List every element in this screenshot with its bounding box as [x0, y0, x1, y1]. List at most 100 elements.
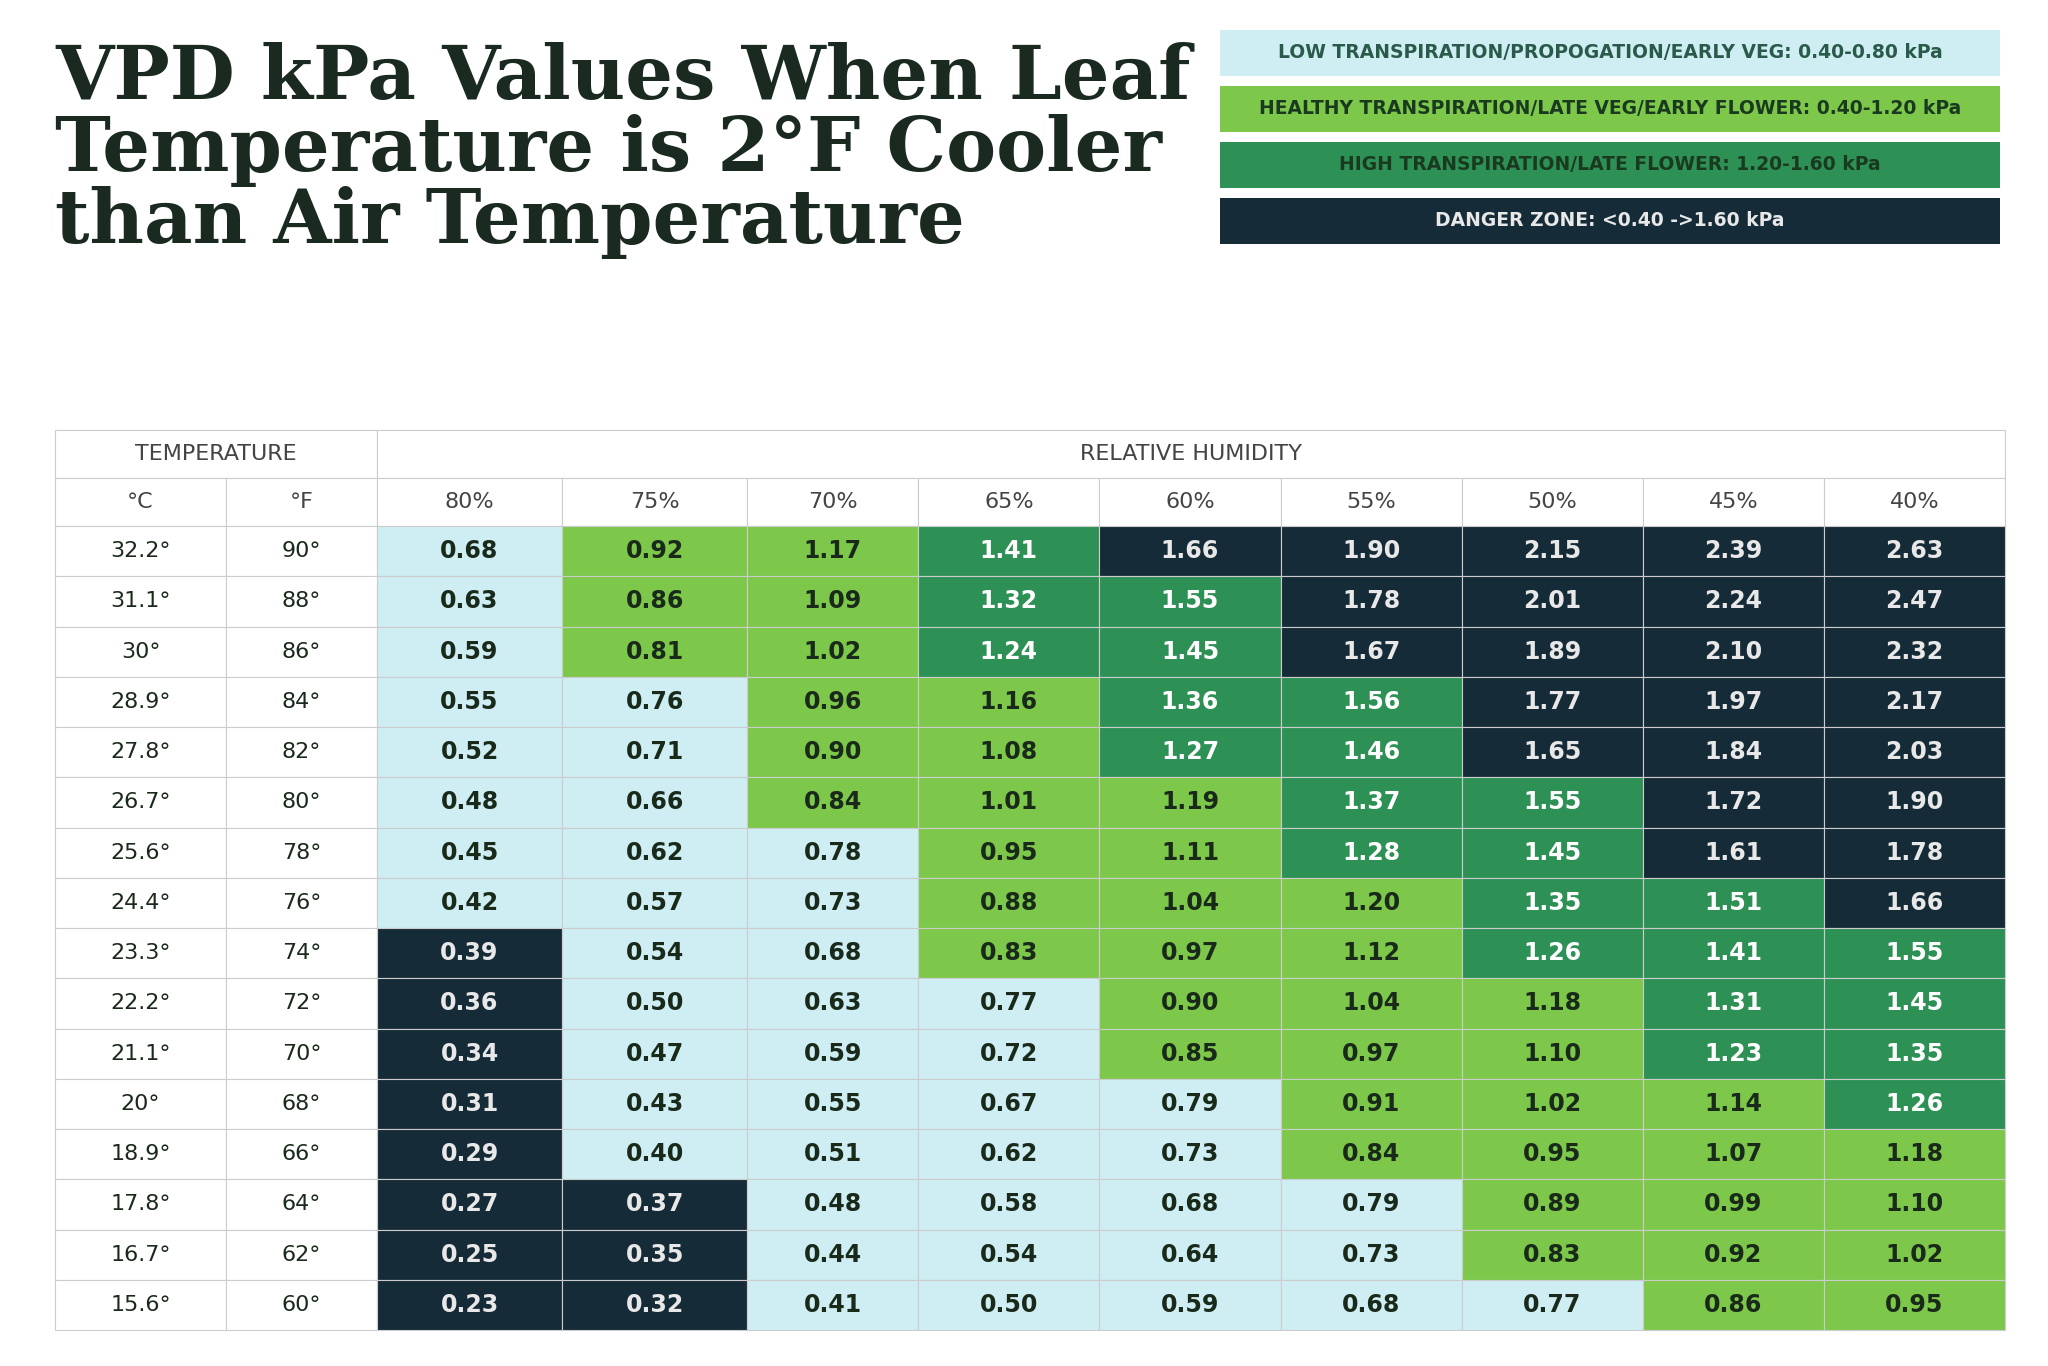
Text: 25.6°: 25.6°	[111, 843, 170, 862]
Text: 1.46: 1.46	[1341, 740, 1401, 764]
Bar	[918, 1029, 1100, 1079]
Text: 0.99: 0.99	[1704, 1193, 1763, 1216]
Bar	[55, 777, 225, 828]
Bar	[1462, 1130, 1642, 1179]
Text: 0.41: 0.41	[803, 1292, 862, 1317]
Bar	[918, 978, 1100, 1029]
Text: 0.57: 0.57	[625, 891, 684, 915]
Text: 75%: 75%	[631, 492, 680, 512]
Text: 55%: 55%	[1346, 492, 1397, 512]
Bar	[918, 1079, 1100, 1130]
Bar	[1825, 928, 2005, 978]
Text: 1.45: 1.45	[1524, 840, 1581, 865]
Text: 1.65: 1.65	[1524, 740, 1581, 764]
Text: 1.55: 1.55	[1161, 589, 1219, 613]
Bar	[225, 1280, 377, 1330]
Text: 21.1°: 21.1°	[111, 1044, 170, 1064]
Bar	[1642, 526, 1825, 576]
Bar	[1642, 576, 1825, 627]
Bar	[1462, 1079, 1642, 1130]
Bar	[55, 1130, 225, 1179]
Bar	[1462, 576, 1642, 627]
Text: 1.26: 1.26	[1886, 1091, 1944, 1116]
Bar	[377, 478, 561, 526]
Text: 20°: 20°	[121, 1094, 160, 1113]
Text: 0.40: 0.40	[625, 1142, 684, 1167]
Text: 0.54: 0.54	[979, 1243, 1038, 1266]
Bar	[225, 828, 377, 878]
Bar	[1462, 828, 1642, 878]
Bar	[748, 478, 918, 526]
Text: 1.09: 1.09	[803, 589, 862, 613]
Bar	[225, 1179, 377, 1229]
Bar	[55, 727, 225, 777]
Bar	[1100, 727, 1280, 777]
Text: 1.16: 1.16	[979, 690, 1038, 714]
Text: 72°: 72°	[283, 993, 322, 1014]
Text: 0.64: 0.64	[1161, 1243, 1219, 1266]
Text: 1.20: 1.20	[1341, 891, 1401, 915]
Bar	[1825, 727, 2005, 777]
Text: 2.01: 2.01	[1524, 589, 1581, 613]
Text: 1.02: 1.02	[803, 639, 862, 664]
Text: 1.35: 1.35	[1886, 1042, 1944, 1065]
Text: 1.24: 1.24	[979, 639, 1038, 664]
Bar	[1462, 928, 1642, 978]
Bar	[377, 1229, 561, 1280]
Bar	[1100, 777, 1280, 828]
Text: 0.59: 0.59	[440, 639, 500, 664]
Text: 80%: 80%	[444, 492, 494, 512]
Text: 28.9°: 28.9°	[111, 691, 170, 712]
Text: 0.29: 0.29	[440, 1142, 498, 1167]
Bar	[55, 878, 225, 928]
Text: 0.92: 0.92	[1704, 1243, 1763, 1266]
Bar	[1825, 627, 2005, 676]
Bar	[561, 828, 748, 878]
Bar	[1100, 1079, 1280, 1130]
Text: HEALTHY TRANSPIRATION/LATE VEG/EARLY FLOWER: 0.40-1.20 kPa: HEALTHY TRANSPIRATION/LATE VEG/EARLY FLO…	[1260, 100, 1962, 119]
Bar	[1462, 627, 1642, 676]
Text: 0.25: 0.25	[440, 1243, 498, 1266]
Bar	[748, 878, 918, 928]
Bar	[1825, 1130, 2005, 1179]
Text: 0.79: 0.79	[1341, 1193, 1401, 1216]
Text: 0.36: 0.36	[440, 992, 500, 1015]
Text: 1.90: 1.90	[1886, 791, 1944, 814]
Bar	[561, 576, 748, 627]
Bar	[1221, 142, 2001, 189]
Bar	[561, 1079, 748, 1130]
Text: 15.6°: 15.6°	[111, 1295, 170, 1315]
Text: 78°: 78°	[283, 843, 322, 862]
Bar	[55, 676, 225, 727]
Text: 0.59: 0.59	[1161, 1292, 1219, 1317]
Text: 2.24: 2.24	[1704, 589, 1763, 613]
Bar	[1462, 1229, 1642, 1280]
Text: 0.45: 0.45	[440, 840, 498, 865]
Text: VPD kPa Values When Leaf: VPD kPa Values When Leaf	[55, 42, 1190, 115]
Text: 1.72: 1.72	[1704, 791, 1763, 814]
Bar	[1462, 727, 1642, 777]
Bar	[1280, 878, 1462, 928]
Bar	[225, 1029, 377, 1079]
Text: 70°: 70°	[283, 1044, 322, 1064]
Bar	[1280, 478, 1462, 526]
Bar	[561, 978, 748, 1029]
Bar	[55, 576, 225, 627]
Text: 0.92: 0.92	[625, 540, 684, 563]
Text: 1.10: 1.10	[1524, 1042, 1581, 1065]
Text: 0.88: 0.88	[979, 891, 1038, 915]
Text: 0.85: 0.85	[1161, 1042, 1219, 1065]
Text: 0.23: 0.23	[440, 1292, 498, 1317]
Bar	[1100, 526, 1280, 576]
Bar	[748, 777, 918, 828]
Text: 1.78: 1.78	[1886, 840, 1944, 865]
Bar	[377, 627, 561, 676]
Bar	[918, 627, 1100, 676]
Bar	[561, 1029, 748, 1079]
Text: °F: °F	[289, 492, 313, 512]
Bar	[1825, 478, 2005, 526]
Bar	[561, 777, 748, 828]
Bar	[1280, 1229, 1462, 1280]
Bar	[748, 727, 918, 777]
Text: 82°: 82°	[283, 742, 322, 762]
